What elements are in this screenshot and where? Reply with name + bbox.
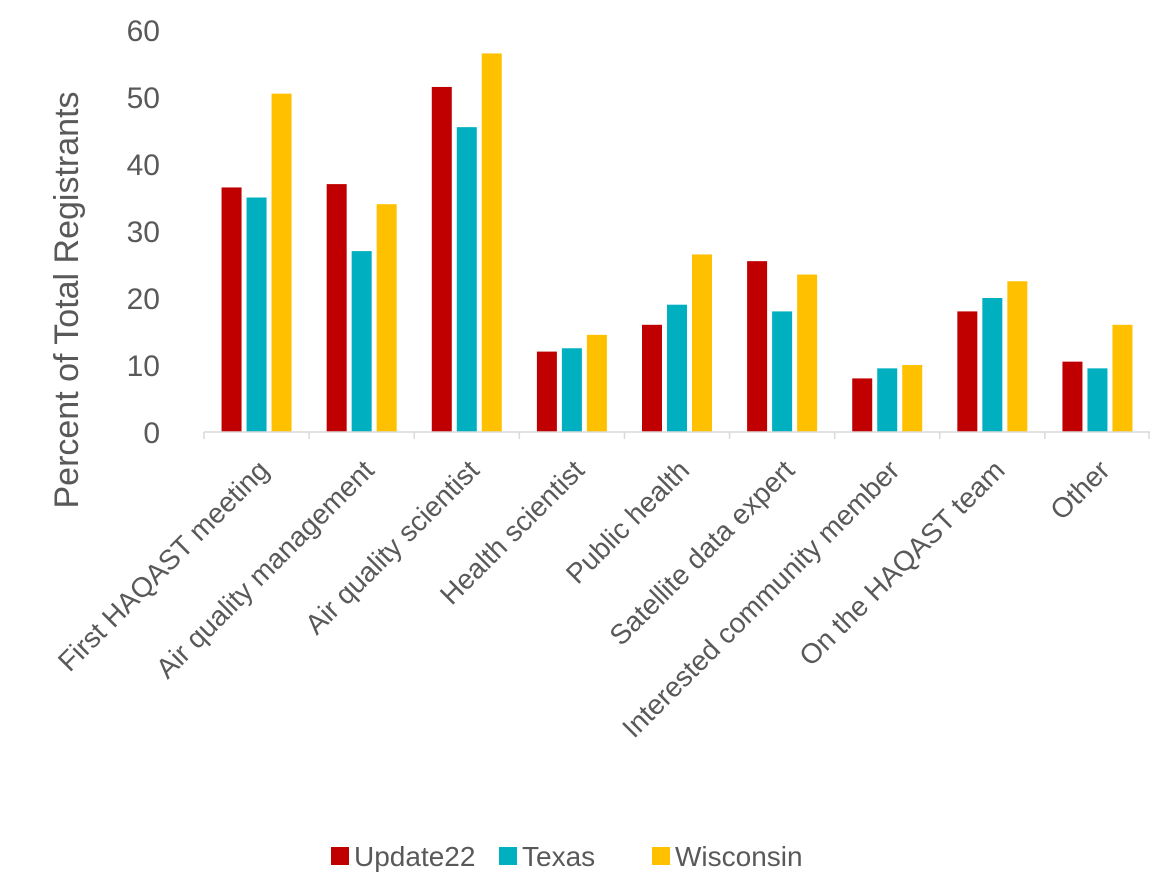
legend-swatch-update22 bbox=[331, 847, 349, 865]
y-axis-title: Percent of Total Registrants bbox=[48, 91, 86, 508]
legend: Update22 Texas Wisconsin bbox=[331, 841, 803, 872]
bar-update22 bbox=[431, 86, 452, 432]
bar-texas bbox=[351, 251, 372, 432]
bar-wisconsin bbox=[271, 93, 292, 433]
bar-texas bbox=[561, 348, 582, 432]
bar-texas bbox=[667, 304, 687, 432]
bar-update22 bbox=[326, 184, 347, 432]
y-tick-label: 60 bbox=[127, 15, 160, 48]
category-label: Air quality scientist bbox=[299, 454, 485, 640]
bar-update22 bbox=[747, 261, 768, 432]
bar-update22 bbox=[221, 187, 242, 432]
x-axis-ticks bbox=[203, 432, 1150, 439]
bar-wisconsin bbox=[692, 254, 712, 432]
bar-update22 bbox=[536, 351, 557, 432]
bar-wisconsin bbox=[481, 53, 502, 432]
category-label: Satellite data expert bbox=[603, 454, 800, 651]
bar-update22 bbox=[852, 378, 873, 432]
y-tick-label: 10 bbox=[127, 350, 160, 383]
category-label: Other bbox=[1044, 454, 1115, 525]
legend-label: Wisconsin bbox=[675, 841, 803, 872]
bar-update22 bbox=[1062, 361, 1083, 432]
bars bbox=[221, 53, 1133, 433]
bar-wisconsin bbox=[1112, 324, 1133, 432]
legend-swatch-wisconsin bbox=[652, 847, 670, 865]
legend-swatch-texas bbox=[499, 847, 517, 865]
bar-texas bbox=[456, 127, 477, 433]
y-tick-label: 0 bbox=[143, 417, 160, 450]
y-axis-ticks: 0 10 20 30 40 50 60 bbox=[127, 15, 160, 450]
y-tick-label: 40 bbox=[127, 149, 160, 182]
bar-wisconsin bbox=[376, 204, 397, 432]
bar-wisconsin bbox=[586, 334, 607, 432]
legend-label: Texas bbox=[522, 841, 595, 872]
bar-texas bbox=[246, 197, 267, 432]
y-tick-label: 20 bbox=[127, 283, 160, 316]
bar-wisconsin bbox=[902, 365, 923, 432]
category-label: On the HAQAST team bbox=[793, 454, 1010, 671]
bar-texas bbox=[877, 368, 898, 432]
bar-texas bbox=[772, 311, 793, 432]
bar-wisconsin bbox=[1007, 281, 1028, 432]
legend-label: Update22 bbox=[354, 841, 475, 872]
bar-texas bbox=[982, 298, 1003, 432]
bar-update22 bbox=[957, 311, 978, 432]
bar-texas bbox=[1087, 368, 1108, 432]
y-tick-label: 50 bbox=[127, 82, 160, 115]
y-tick-label: 30 bbox=[127, 216, 160, 249]
bar-update22 bbox=[642, 324, 662, 432]
category-label: Air quality management bbox=[150, 454, 380, 684]
bar-wisconsin bbox=[797, 274, 818, 432]
